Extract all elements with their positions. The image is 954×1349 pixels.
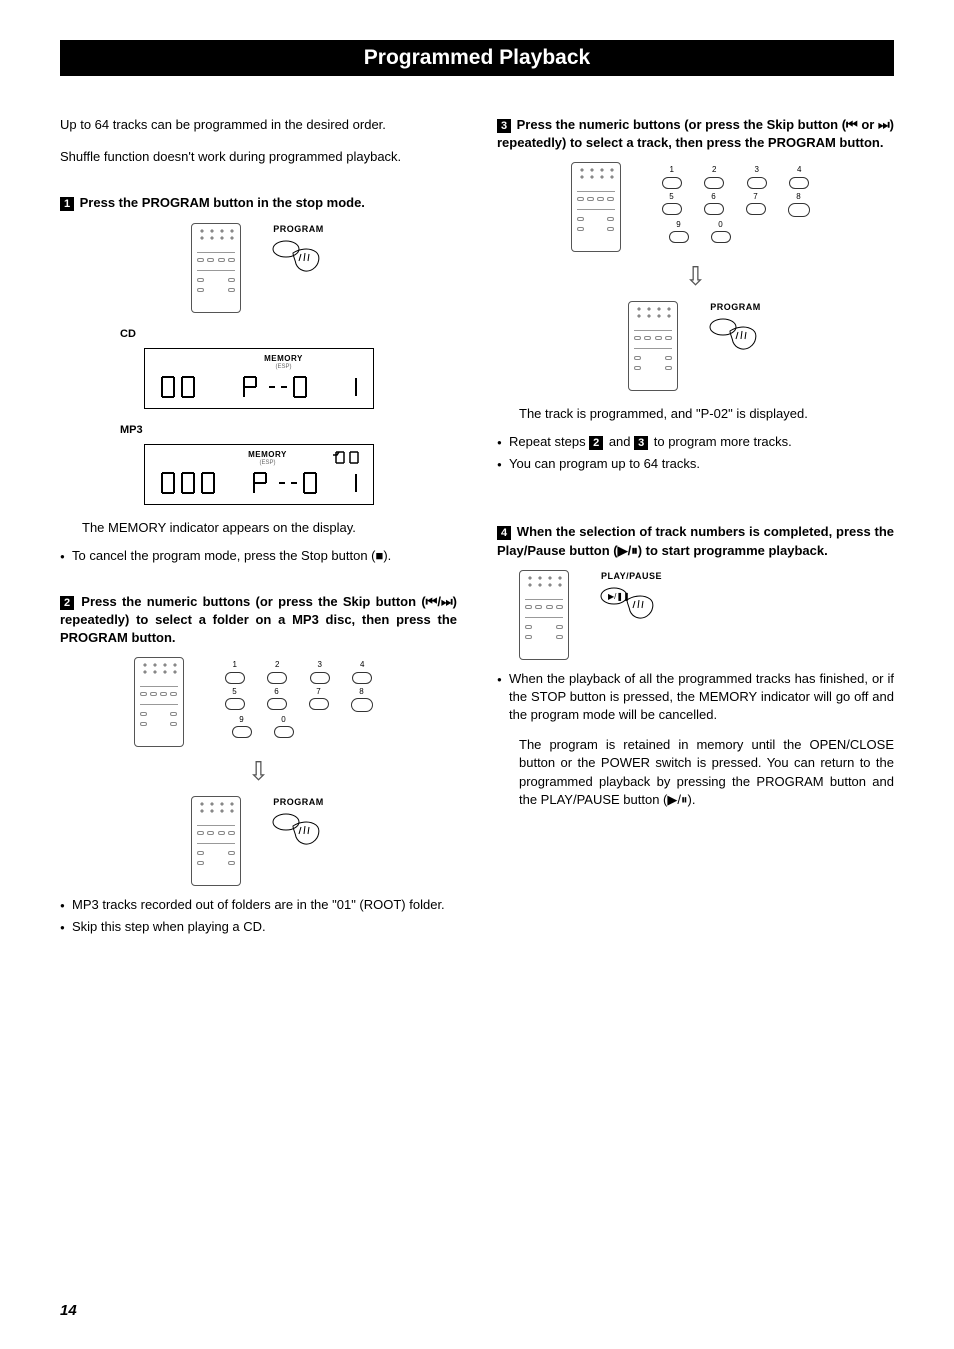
esp-label-mp3: (ESP) xyxy=(203,459,333,467)
repeat-mid: and xyxy=(605,434,634,449)
svg-text:▶/❚❚: ▶/❚❚ xyxy=(608,592,630,601)
mp3-label: MP3 xyxy=(120,423,457,438)
playpause-button-press: PLAY/PAUSE ▶/❚❚ xyxy=(599,570,664,627)
cd-display: MEMORY (ESP) xyxy=(144,348,374,409)
program-label: PROGRAM xyxy=(273,223,324,236)
step3-note: The track is programmed, and "P-02" is d… xyxy=(519,405,894,423)
hand-press-icon xyxy=(271,239,326,279)
program-label-2: PROGRAM xyxy=(273,796,324,809)
step2-text: Press the numeric buttons (or press the … xyxy=(60,594,457,645)
numpad-n: 4 xyxy=(797,164,801,175)
numpad-n: 1 xyxy=(233,659,237,670)
ref-step-3: 3 xyxy=(634,436,648,450)
numpad-n: 6 xyxy=(711,191,715,202)
step-number-3: 3 xyxy=(497,119,511,133)
step-number-1: 1 xyxy=(60,197,74,211)
step1-bullets: To cancel the program mode, press the St… xyxy=(60,547,457,565)
step1-note: The MEMORY indicator appears on the disp… xyxy=(82,519,457,537)
page-number: 14 xyxy=(60,1302,77,1319)
seg7-p-cd xyxy=(241,374,311,400)
step3-bullets: Repeat steps 2 and 3 to program more tra… xyxy=(497,433,894,473)
playpause-label: PLAY/PAUSE xyxy=(601,570,662,583)
arrow-down-icon-3: ⇩ xyxy=(685,258,707,294)
step1-text: Press the PROGRAM button in the stop mod… xyxy=(80,195,365,210)
remote-icon xyxy=(191,223,241,313)
program-label-3: PROGRAM xyxy=(710,301,761,314)
numpad-n: 2 xyxy=(275,659,279,670)
numpad-n: 0 xyxy=(281,714,285,725)
hand-press-icon-4: ▶/❚❚ xyxy=(599,586,664,626)
step2-bullets: MP3 tracks recorded out of folders are i… xyxy=(60,896,457,936)
repeat-post: to program more tracks. xyxy=(650,434,792,449)
hand-press-icon-2 xyxy=(271,812,326,852)
left-column: Up to 64 tracks can be programmed in the… xyxy=(60,116,457,946)
ref-step-2: 2 xyxy=(589,436,603,450)
numpad-n: 3 xyxy=(318,659,322,670)
right-column: 3 Press the numeric buttons (or press th… xyxy=(497,116,894,946)
bar-indicator-mp3 xyxy=(353,470,359,496)
step-number-4: 4 xyxy=(497,526,511,540)
bar-indicator-cd xyxy=(353,374,359,400)
intro-block: Up to 64 tracks can be programmed in the… xyxy=(60,116,457,166)
step-number-2: 2 xyxy=(60,596,74,610)
numpad-n: 7 xyxy=(316,686,320,697)
step4-bullet-finished: When the playback of all the programmed … xyxy=(497,670,894,725)
numpad-n: 5 xyxy=(669,191,673,202)
numpad-n: 0 xyxy=(718,219,722,230)
step2-heading: 2 Press the numeric buttons (or press th… xyxy=(60,593,457,648)
step4-figure: PLAY/PAUSE ▶/❚❚ xyxy=(519,570,894,660)
step3-bullet-upto: You can program up to 64 tracks. xyxy=(497,455,894,473)
step2-bullet-root: MP3 tracks recorded out of folders are i… xyxy=(60,896,457,914)
step3-bullet-repeat: Repeat steps 2 and 3 to program more tra… xyxy=(497,433,894,451)
seg7-digits-cd xyxy=(159,374,199,400)
numpad-n: 8 xyxy=(359,686,363,697)
remote-icon-3b xyxy=(628,301,678,391)
title-bar: Programmed Playback xyxy=(60,40,894,76)
numpad-icon: 1 2 3 4 5 6 7 8 9 0 xyxy=(214,657,384,740)
remote-icon-2a xyxy=(134,657,184,747)
program-button-press-3: PROGRAM xyxy=(708,301,763,358)
remote-icon-2b xyxy=(191,796,241,886)
numpad-n: 7 xyxy=(753,191,757,202)
step4-text: When the selection of track numbers is c… xyxy=(497,524,894,557)
repeat-pre: Repeat steps xyxy=(509,434,589,449)
numpad-n: 6 xyxy=(274,686,278,697)
step1-bullet-cancel: To cancel the program mode, press the St… xyxy=(60,547,457,565)
remote-icon-3a xyxy=(571,162,621,252)
remote-icon-4 xyxy=(519,570,569,660)
cd-label: CD xyxy=(120,327,457,342)
numpad-n: 9 xyxy=(676,219,680,230)
arrow-down-icon: ⇩ xyxy=(248,753,270,789)
step4-heading: 4 When the selection of track numbers is… xyxy=(497,523,894,559)
step4-bullets: When the playback of all the programmed … xyxy=(497,670,894,725)
intro-line-1: Up to 64 tracks can be programmed in the… xyxy=(60,116,457,134)
step4-retained: The program is retained in memory until … xyxy=(519,736,894,809)
numpad-n: 2 xyxy=(712,164,716,175)
numpad-n: 9 xyxy=(239,714,243,725)
step1-heading: 1 Press the PROGRAM button in the stop m… xyxy=(60,194,457,212)
mp3-display: MEMORY (ESP) xyxy=(144,444,374,505)
numpad-n: 8 xyxy=(796,191,800,202)
folder-digits-icon xyxy=(333,449,365,467)
numpad-n: 4 xyxy=(360,659,364,670)
numpad-n: 1 xyxy=(670,164,674,175)
program-button-press-2: PROGRAM xyxy=(271,796,326,853)
step3-text: Press the numeric buttons (or press the … xyxy=(497,117,894,150)
esp-label-cd: (ESP) xyxy=(203,363,365,371)
hand-press-icon-3 xyxy=(708,317,763,357)
step2-figure-numpad: 1 2 3 4 5 6 7 8 9 0 xyxy=(60,657,457,885)
numpad-icon-3: 1 2 3 4 5 6 7 8 9 0 xyxy=(651,162,821,245)
step2-bullet-skip: Skip this step when playing a CD. xyxy=(60,918,457,936)
seg7-digits-mp3 xyxy=(159,470,219,496)
step3-figure: 1 2 3 4 5 6 7 8 9 0 xyxy=(497,162,894,390)
step1-figure: PROGRAM xyxy=(60,223,457,313)
intro-line-2: Shuffle function doesn't work during pro… xyxy=(60,148,457,166)
numpad-n: 5 xyxy=(232,686,236,697)
seg7-p-mp3 xyxy=(251,470,321,496)
step3-heading: 3 Press the numeric buttons (or press th… xyxy=(497,116,894,152)
numpad-n: 3 xyxy=(755,164,759,175)
program-button-press: PROGRAM xyxy=(271,223,326,280)
